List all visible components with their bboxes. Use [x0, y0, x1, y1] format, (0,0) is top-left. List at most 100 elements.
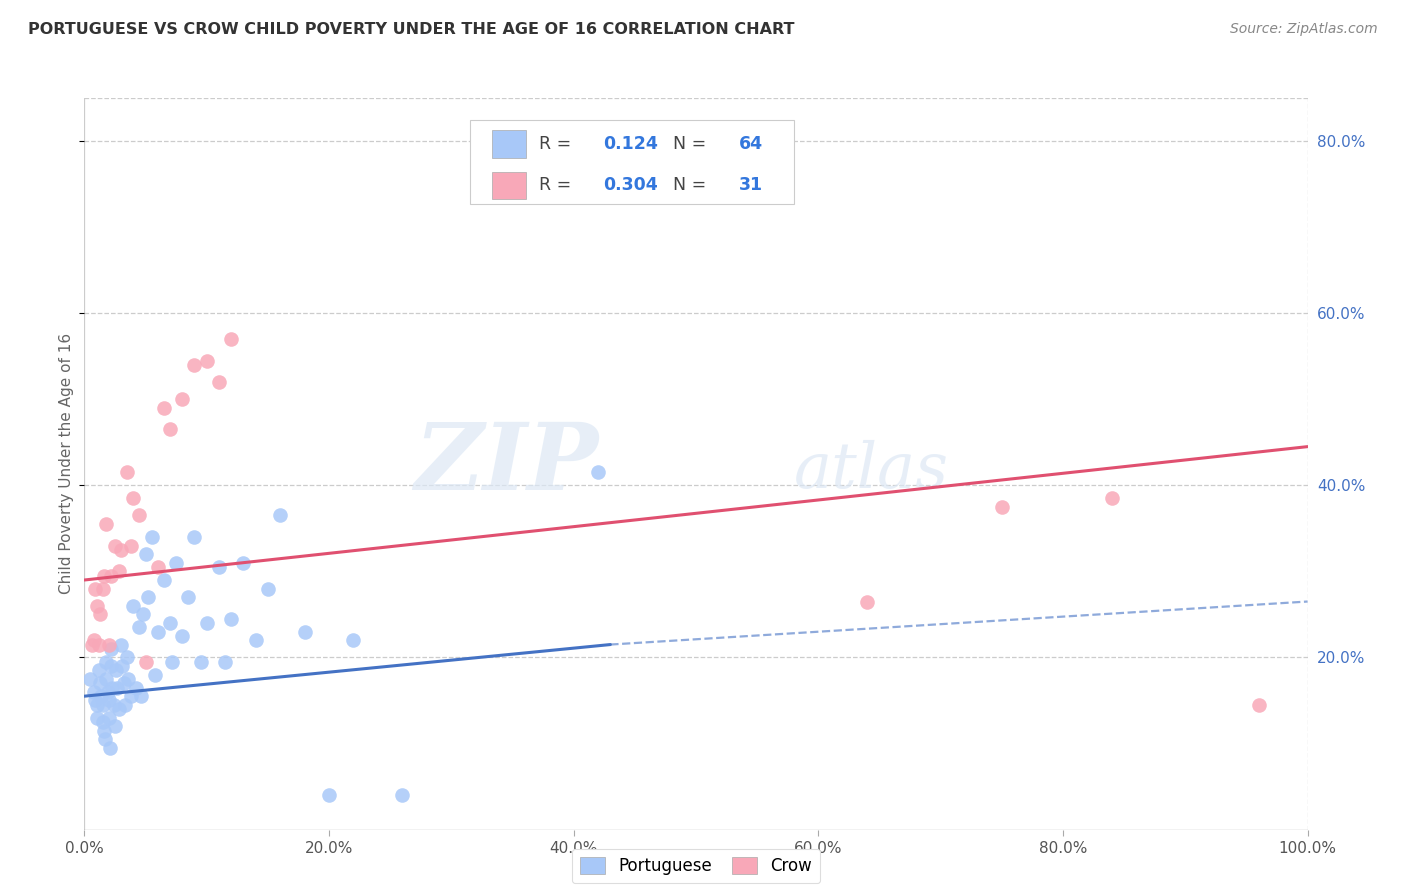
Point: [342, 633, 364, 648]
Point: [86, 599, 108, 613]
FancyBboxPatch shape: [492, 130, 526, 158]
FancyBboxPatch shape: [492, 171, 526, 199]
Point: [80, 638, 103, 652]
Point: [128, 620, 150, 634]
Point: [195, 353, 218, 368]
Point: [115, 650, 138, 665]
Point: [97, 693, 120, 707]
Point: [107, 702, 129, 716]
Point: [165, 556, 187, 570]
Text: N =: N =: [662, 136, 711, 153]
Point: [257, 582, 280, 596]
Point: [183, 358, 205, 372]
Point: [114, 698, 136, 712]
Point: [208, 560, 231, 574]
Point: [96, 517, 118, 532]
Point: [141, 530, 163, 544]
Point: [97, 638, 120, 652]
Legend: Portuguese, Crow: Portuguese, Crow: [572, 848, 820, 883]
Point: [183, 530, 205, 544]
Point: [294, 624, 316, 639]
Point: [100, 568, 122, 582]
Point: [89, 607, 111, 622]
Text: ZIP: ZIP: [413, 419, 598, 508]
Point: [93, 723, 115, 738]
Text: atlas: atlas: [794, 441, 949, 502]
Point: [159, 422, 181, 436]
Point: [87, 664, 110, 678]
Point: [91, 582, 114, 596]
Point: [153, 573, 176, 587]
Text: 31: 31: [738, 177, 763, 194]
Text: PORTUGUESE VS CROW CHILD POVERTY UNDER THE AGE OF 16 CORRELATION CHART: PORTUGUESE VS CROW CHILD POVERTY UNDER T…: [28, 22, 794, 37]
Text: R =: R =: [540, 177, 576, 194]
Text: 0.304: 0.304: [603, 177, 658, 194]
Point: [97, 711, 120, 725]
Point: [93, 568, 115, 582]
Point: [172, 629, 194, 643]
Point: [153, 401, 176, 415]
Point: [586, 466, 609, 480]
Point: [128, 508, 150, 523]
Point: [83, 633, 105, 648]
Point: [391, 788, 413, 802]
Text: 64: 64: [738, 136, 763, 153]
Point: [98, 740, 121, 755]
Point: [232, 556, 254, 570]
Text: Source: ZipAtlas.com: Source: ZipAtlas.com: [1230, 22, 1378, 37]
Point: [84, 693, 107, 707]
Point: [162, 655, 184, 669]
Point: [87, 638, 110, 652]
Point: [245, 633, 267, 648]
Point: [110, 638, 132, 652]
Point: [104, 539, 127, 553]
Point: [146, 624, 169, 639]
Point: [94, 732, 117, 747]
Point: [135, 655, 157, 669]
Point: [214, 655, 236, 669]
Point: [115, 466, 138, 480]
Point: [97, 685, 120, 699]
Point: [120, 689, 142, 703]
Point: [104, 719, 127, 733]
Point: [190, 655, 212, 669]
Point: [318, 788, 340, 802]
Point: [110, 542, 132, 557]
Point: [146, 560, 169, 574]
Point: [125, 681, 148, 695]
Point: [143, 667, 166, 681]
Point: [84, 582, 107, 596]
Point: [103, 698, 125, 712]
Point: [136, 591, 159, 605]
Point: [195, 615, 218, 630]
Point: [1101, 491, 1123, 506]
Point: [89, 676, 111, 690]
Point: [991, 500, 1014, 514]
Point: [107, 565, 129, 579]
Point: [96, 672, 118, 686]
Point: [112, 676, 135, 690]
Point: [86, 698, 108, 712]
Point: [83, 685, 105, 699]
Text: R =: R =: [540, 136, 576, 153]
Point: [101, 681, 124, 695]
Point: [122, 599, 145, 613]
Y-axis label: Child Poverty Under the Age of 16: Child Poverty Under the Age of 16: [59, 334, 73, 594]
Text: 0.124: 0.124: [603, 136, 658, 153]
Point: [122, 491, 145, 506]
Text: N =: N =: [662, 177, 717, 194]
Point: [117, 672, 139, 686]
Point: [96, 655, 118, 669]
Point: [177, 591, 200, 605]
FancyBboxPatch shape: [470, 120, 794, 204]
Point: [269, 508, 291, 523]
Point: [91, 698, 114, 712]
Point: [86, 711, 108, 725]
Point: [856, 594, 879, 608]
Point: [111, 659, 134, 673]
Point: [219, 332, 242, 346]
Point: [120, 539, 142, 553]
Point: [105, 664, 128, 678]
Point: [100, 659, 122, 673]
Point: [105, 681, 128, 695]
